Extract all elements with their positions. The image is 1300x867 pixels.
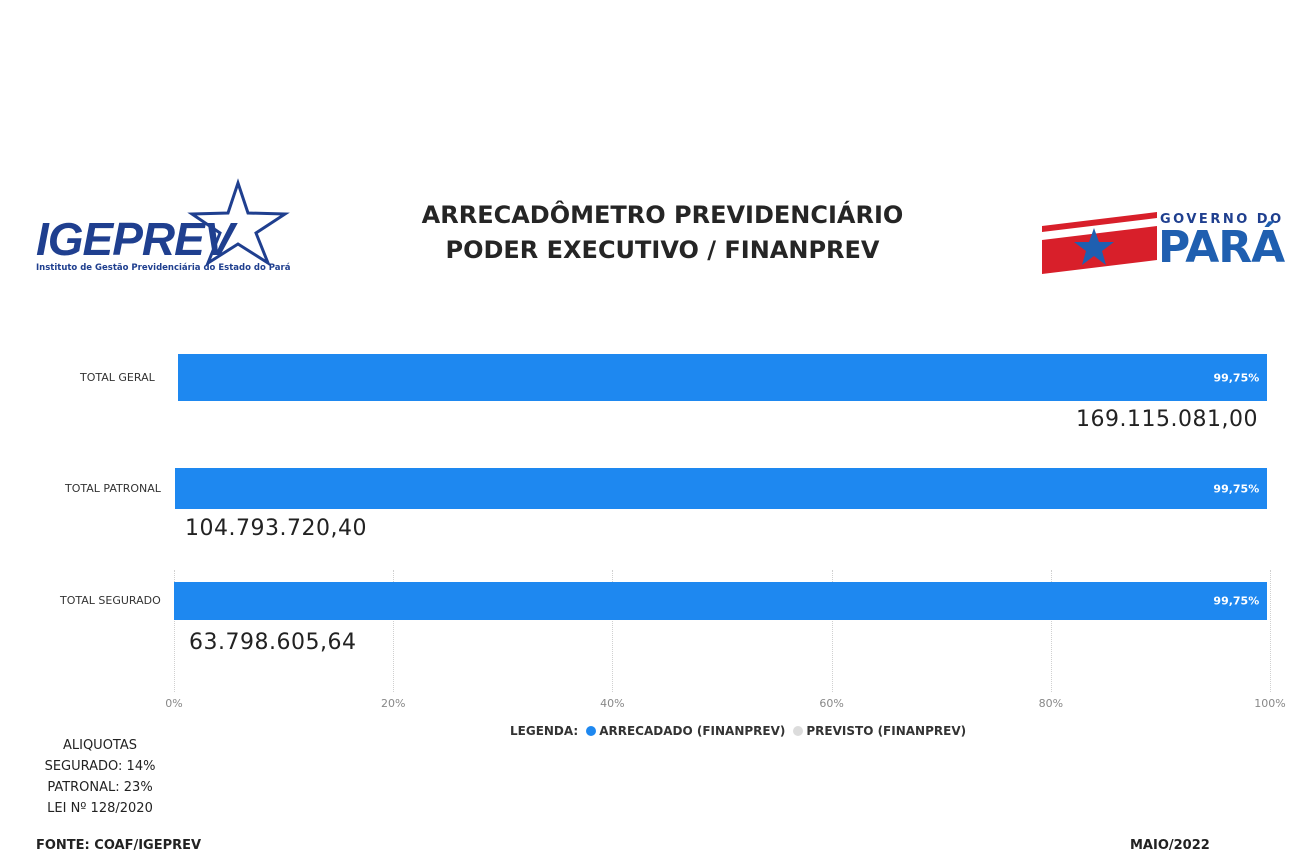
bar-data-label: 99,75% [1213,594,1260,608]
x-tick-label: 0% [165,697,183,710]
date-label: MAIO/2022 [1130,838,1210,853]
amount-value: 63.798.605,64 [189,630,357,655]
igeprev-logo: IGEPREV Instituto de Gestão Previdenciár… [30,178,290,278]
governo-para-logo: GOVERNO DO PARÁ [1042,208,1287,278]
igeprev-wordmark: IGEPREV [36,213,235,265]
amount-value: 104.793.720,40 [185,516,367,541]
gridline [1050,570,1052,692]
bar-arrecadado: 99,75% [175,468,1268,509]
bar-arrecadado: 99,75% [174,582,1268,620]
gridline [393,570,395,692]
governo-do-label: GOVERNO DO [1160,212,1284,227]
category-label: TOTAL SEGURADO [60,594,161,607]
legend: LEGENDA: ARRECADADO (FINANPREV) PREVISTO… [510,724,966,738]
bar-data-label: 99,75% [1213,482,1260,495]
x-tick-label: 20% [380,697,406,710]
aliquotas-title: ALIQUOTAS [62,738,138,753]
legend-arrecadado-dot [586,726,597,736]
bar-data-label: 99,75% [1213,371,1260,384]
para-flag-icon [1042,212,1157,274]
aliquota-patronal: PATRONAL: 23% [47,780,153,795]
x-tick-label: 60% [819,697,844,710]
amount-value: 169.115.081,00 [1076,407,1258,432]
gridline [831,570,833,692]
bar-arrecadado: 99,75% [178,354,1268,401]
source-label: FONTE: COAF/IGEPREV [36,838,202,853]
page-title: ARRECADÔMETRO PREVIDENCIÁRIO PODER EXECU… [350,198,975,268]
title-line-1: ARRECADÔMETRO PREVIDENCIÁRIO [421,201,904,229]
legend-title: LEGENDA: [510,724,579,738]
gridline [1270,570,1271,692]
lei-label: LEI Nº 128/2020 [47,801,153,816]
gridline [174,570,175,692]
category-label: TOTAL GERAL [80,370,155,384]
para-label: PARÁ [1158,222,1285,273]
legend-previsto-label: PREVISTO (FINANPREV) [806,724,967,738]
legend-arrecadado-label: ARRECADADO (FINANPREV) [599,724,786,738]
star-icon [187,178,290,267]
aliquota-segurado: SEGURADO: 14% [44,759,156,774]
x-tick-label: 80% [1038,697,1064,710]
gridline [612,570,614,692]
legend-previsto-dot [793,726,804,736]
x-tick-label: 40% [600,697,625,710]
category-label: TOTAL PATRONAL [65,481,161,495]
igeprev-subtitle: Instituto de Gestão Previdenciária do Es… [36,263,291,273]
x-tick-label: 100% [1254,697,1286,710]
title-line-2: PODER EXECUTIVO / FINANPREV [445,236,880,264]
